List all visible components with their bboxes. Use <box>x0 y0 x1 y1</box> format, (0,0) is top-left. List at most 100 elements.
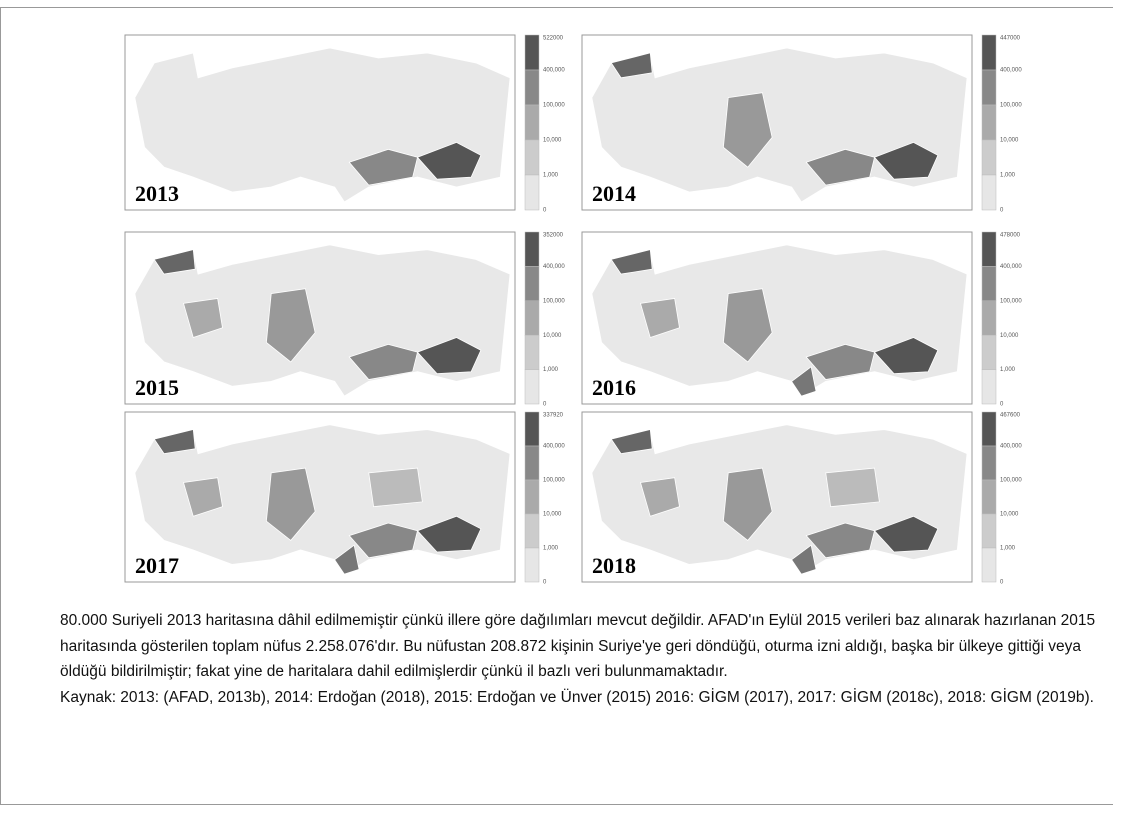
legend-swatch <box>981 266 997 302</box>
legend-swatch <box>524 411 540 447</box>
legend-label: 10,000 <box>1000 333 1019 339</box>
legend-swatch <box>524 513 540 549</box>
legend-label: 478000 <box>1000 233 1021 239</box>
legend-label: 352000 <box>543 233 564 239</box>
turkey-map <box>591 47 968 203</box>
legend-swatch <box>524 231 540 267</box>
legend-label: 1,000 <box>1000 173 1016 179</box>
legend-swatch <box>524 334 540 370</box>
year-box <box>129 374 193 400</box>
legend-label: 0 <box>543 208 547 214</box>
source: Kaynak: 2013: (AFAD, 2013b), 2014: Erdoğ… <box>60 688 1094 706</box>
map-panel: 2018 467600 400,000 100,000 10,000 1,000 0 <box>581 411 1022 586</box>
province-shade <box>183 477 223 517</box>
legend-label: 1,000 <box>1000 546 1016 552</box>
legend-swatch <box>981 411 997 447</box>
province-shade <box>805 343 875 380</box>
legend-swatch <box>981 69 997 106</box>
legend-swatch <box>524 479 540 515</box>
turkey-map <box>134 424 511 575</box>
map-panel: 2014 447000 400,000 100,000 10,000 1,000 0 <box>581 34 1022 214</box>
legend-swatch <box>981 547 997 583</box>
province-shade <box>348 148 418 186</box>
province-shade <box>640 298 680 339</box>
province-shade <box>610 249 653 275</box>
legend-label: 100,000 <box>1000 478 1022 484</box>
year-label: 2016 <box>592 375 636 400</box>
province-shade <box>722 467 773 541</box>
legend-label: 1,000 <box>543 173 559 179</box>
legend-label: 100,000 <box>1000 103 1022 109</box>
legend-label: 0 <box>1000 402 1004 408</box>
province-shade <box>873 515 939 553</box>
legend-swatch <box>981 34 997 71</box>
legend-swatch <box>981 231 997 267</box>
legend-label: 10,000 <box>543 138 562 144</box>
legend-swatch <box>524 104 540 141</box>
legend-label: 0 <box>543 580 547 586</box>
year-box <box>129 552 193 578</box>
province-shade <box>416 515 482 553</box>
legend-label: 0 <box>1000 580 1004 586</box>
page-frame <box>0 7 1113 805</box>
year-label: 2017 <box>135 553 179 578</box>
legend-label: 0 <box>1000 208 1004 214</box>
province-shade <box>348 343 418 380</box>
legend-swatch <box>524 547 540 583</box>
legend-label: 400,000 <box>1000 264 1022 270</box>
map-panel: 2015 352000 400,000 100,000 10,000 1,000 0 <box>124 231 565 408</box>
legend-label: 100,000 <box>543 103 565 109</box>
legend-swatch <box>981 369 997 405</box>
legend-label: 337920 <box>543 413 564 419</box>
province-shade <box>416 141 482 180</box>
year-box <box>586 552 650 578</box>
year-label: 2013 <box>135 181 179 206</box>
legend-label: 100,000 <box>543 298 565 304</box>
province-shade <box>368 467 423 508</box>
legend-swatch <box>524 139 540 176</box>
legend-label: 400,000 <box>543 264 565 270</box>
legend-swatch <box>981 174 997 211</box>
province-shade <box>873 141 939 180</box>
province-shade <box>153 249 196 275</box>
legend-label: 1,000 <box>543 367 559 373</box>
legend-swatch <box>981 104 997 141</box>
caption: 80.000 Suriyeli 2013 haritasına dâhil ed… <box>60 608 1110 710</box>
province-shade <box>265 288 316 363</box>
turkey-map <box>591 244 968 397</box>
year-label: 2018 <box>592 553 636 578</box>
province-shade <box>722 288 773 363</box>
legend-label: 10,000 <box>543 512 562 518</box>
legend-label: 400,000 <box>543 68 565 74</box>
turkey-map <box>591 424 968 575</box>
legend-swatch <box>981 513 997 549</box>
legend-label: 400,000 <box>543 444 565 450</box>
map-panel: 2016 478000 400,000 100,000 10,000 1,000 0 <box>581 231 1022 408</box>
province-shade <box>348 522 418 559</box>
province-shade <box>791 544 817 575</box>
legend-label: 100,000 <box>543 478 565 484</box>
legend-label: 400,000 <box>1000 68 1022 74</box>
note: 80.000 Suriyeli 2013 haritasına dâhil ed… <box>60 612 1096 680</box>
legend-label: 447000 <box>1000 36 1021 42</box>
legend-swatch <box>981 479 997 515</box>
year-box <box>129 180 193 206</box>
legend-label: 10,000 <box>543 333 562 339</box>
legend-swatch <box>981 139 997 176</box>
legend-label: 1,000 <box>1000 367 1016 373</box>
year-label: 2014 <box>592 181 636 206</box>
legend-label: 522000 <box>543 36 564 42</box>
map-panel: 2013 522000 400,000 100,000 10,000 1,000 0 <box>124 34 565 214</box>
map-figure: 2013 522000 400,000 100,000 10,000 1,000 0 2014… <box>124 34 1022 586</box>
legend-swatch <box>524 174 540 211</box>
legend-label: 10,000 <box>1000 512 1019 518</box>
province-shade <box>610 428 653 455</box>
legend-label: 1,000 <box>543 546 559 552</box>
province-shade <box>334 544 360 575</box>
legend-swatch <box>524 369 540 405</box>
province-shade <box>416 337 482 375</box>
province-shade <box>825 467 880 508</box>
legend-swatch <box>524 300 540 336</box>
province-shade <box>153 428 196 455</box>
legend-label: 0 <box>543 402 547 408</box>
